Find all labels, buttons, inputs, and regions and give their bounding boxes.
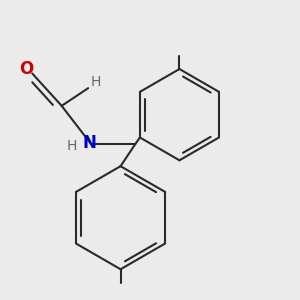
Text: H: H xyxy=(90,75,101,89)
Text: H: H xyxy=(67,139,77,153)
Text: N: N xyxy=(83,134,97,152)
Text: O: O xyxy=(19,60,34,78)
